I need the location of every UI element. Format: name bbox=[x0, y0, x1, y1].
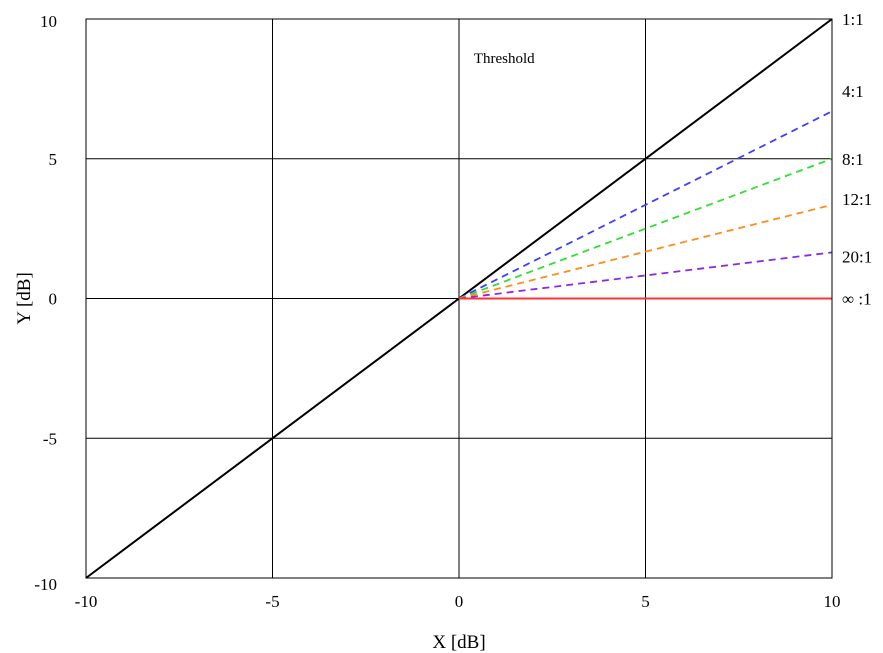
ratio-label-3: 8:1 bbox=[842, 150, 864, 169]
ratio-label-5: 20:1 bbox=[842, 247, 872, 266]
y-tick-label: -10 bbox=[34, 575, 57, 594]
x-tick-label: -10 bbox=[75, 592, 98, 611]
ratio-label-4: 12:1 bbox=[842, 190, 872, 209]
y-axis-label: Y [dB] bbox=[14, 272, 35, 325]
y-tick-label: 0 bbox=[49, 290, 58, 309]
x-tick-label: 10 bbox=[824, 592, 841, 611]
series-layer bbox=[85, 18, 833, 579]
y-tick-label: -5 bbox=[43, 429, 57, 448]
ratio-label-6: ∞ :1 bbox=[842, 290, 872, 309]
series-line-2 bbox=[458, 110, 833, 300]
x-axis-label: X [dB] bbox=[432, 632, 485, 653]
series-line-3 bbox=[458, 157, 833, 300]
series-line-4 bbox=[458, 203, 833, 300]
x-tick-label: 0 bbox=[455, 592, 464, 611]
plot-frame bbox=[85, 18, 833, 579]
x-tick-label: 5 bbox=[641, 592, 650, 611]
ratio-label-1: 1:1 bbox=[842, 10, 864, 29]
x-tick-labels: -10 -5 0 5 10 bbox=[75, 592, 841, 611]
y-tick-label: 5 bbox=[49, 150, 58, 169]
threshold-annotation: Threshold bbox=[474, 51, 535, 67]
y-tick-label: 10 bbox=[40, 12, 57, 31]
y-tick-labels: -10 -5 0 5 10 bbox=[34, 12, 57, 594]
series-line-5 bbox=[458, 251, 833, 300]
ratio-label-2: 4:1 bbox=[842, 82, 864, 101]
x-tick-label: -5 bbox=[265, 592, 279, 611]
ratio-labels: 1:1 4:1 8:1 12:1 20:1 ∞ :1 bbox=[842, 10, 872, 309]
